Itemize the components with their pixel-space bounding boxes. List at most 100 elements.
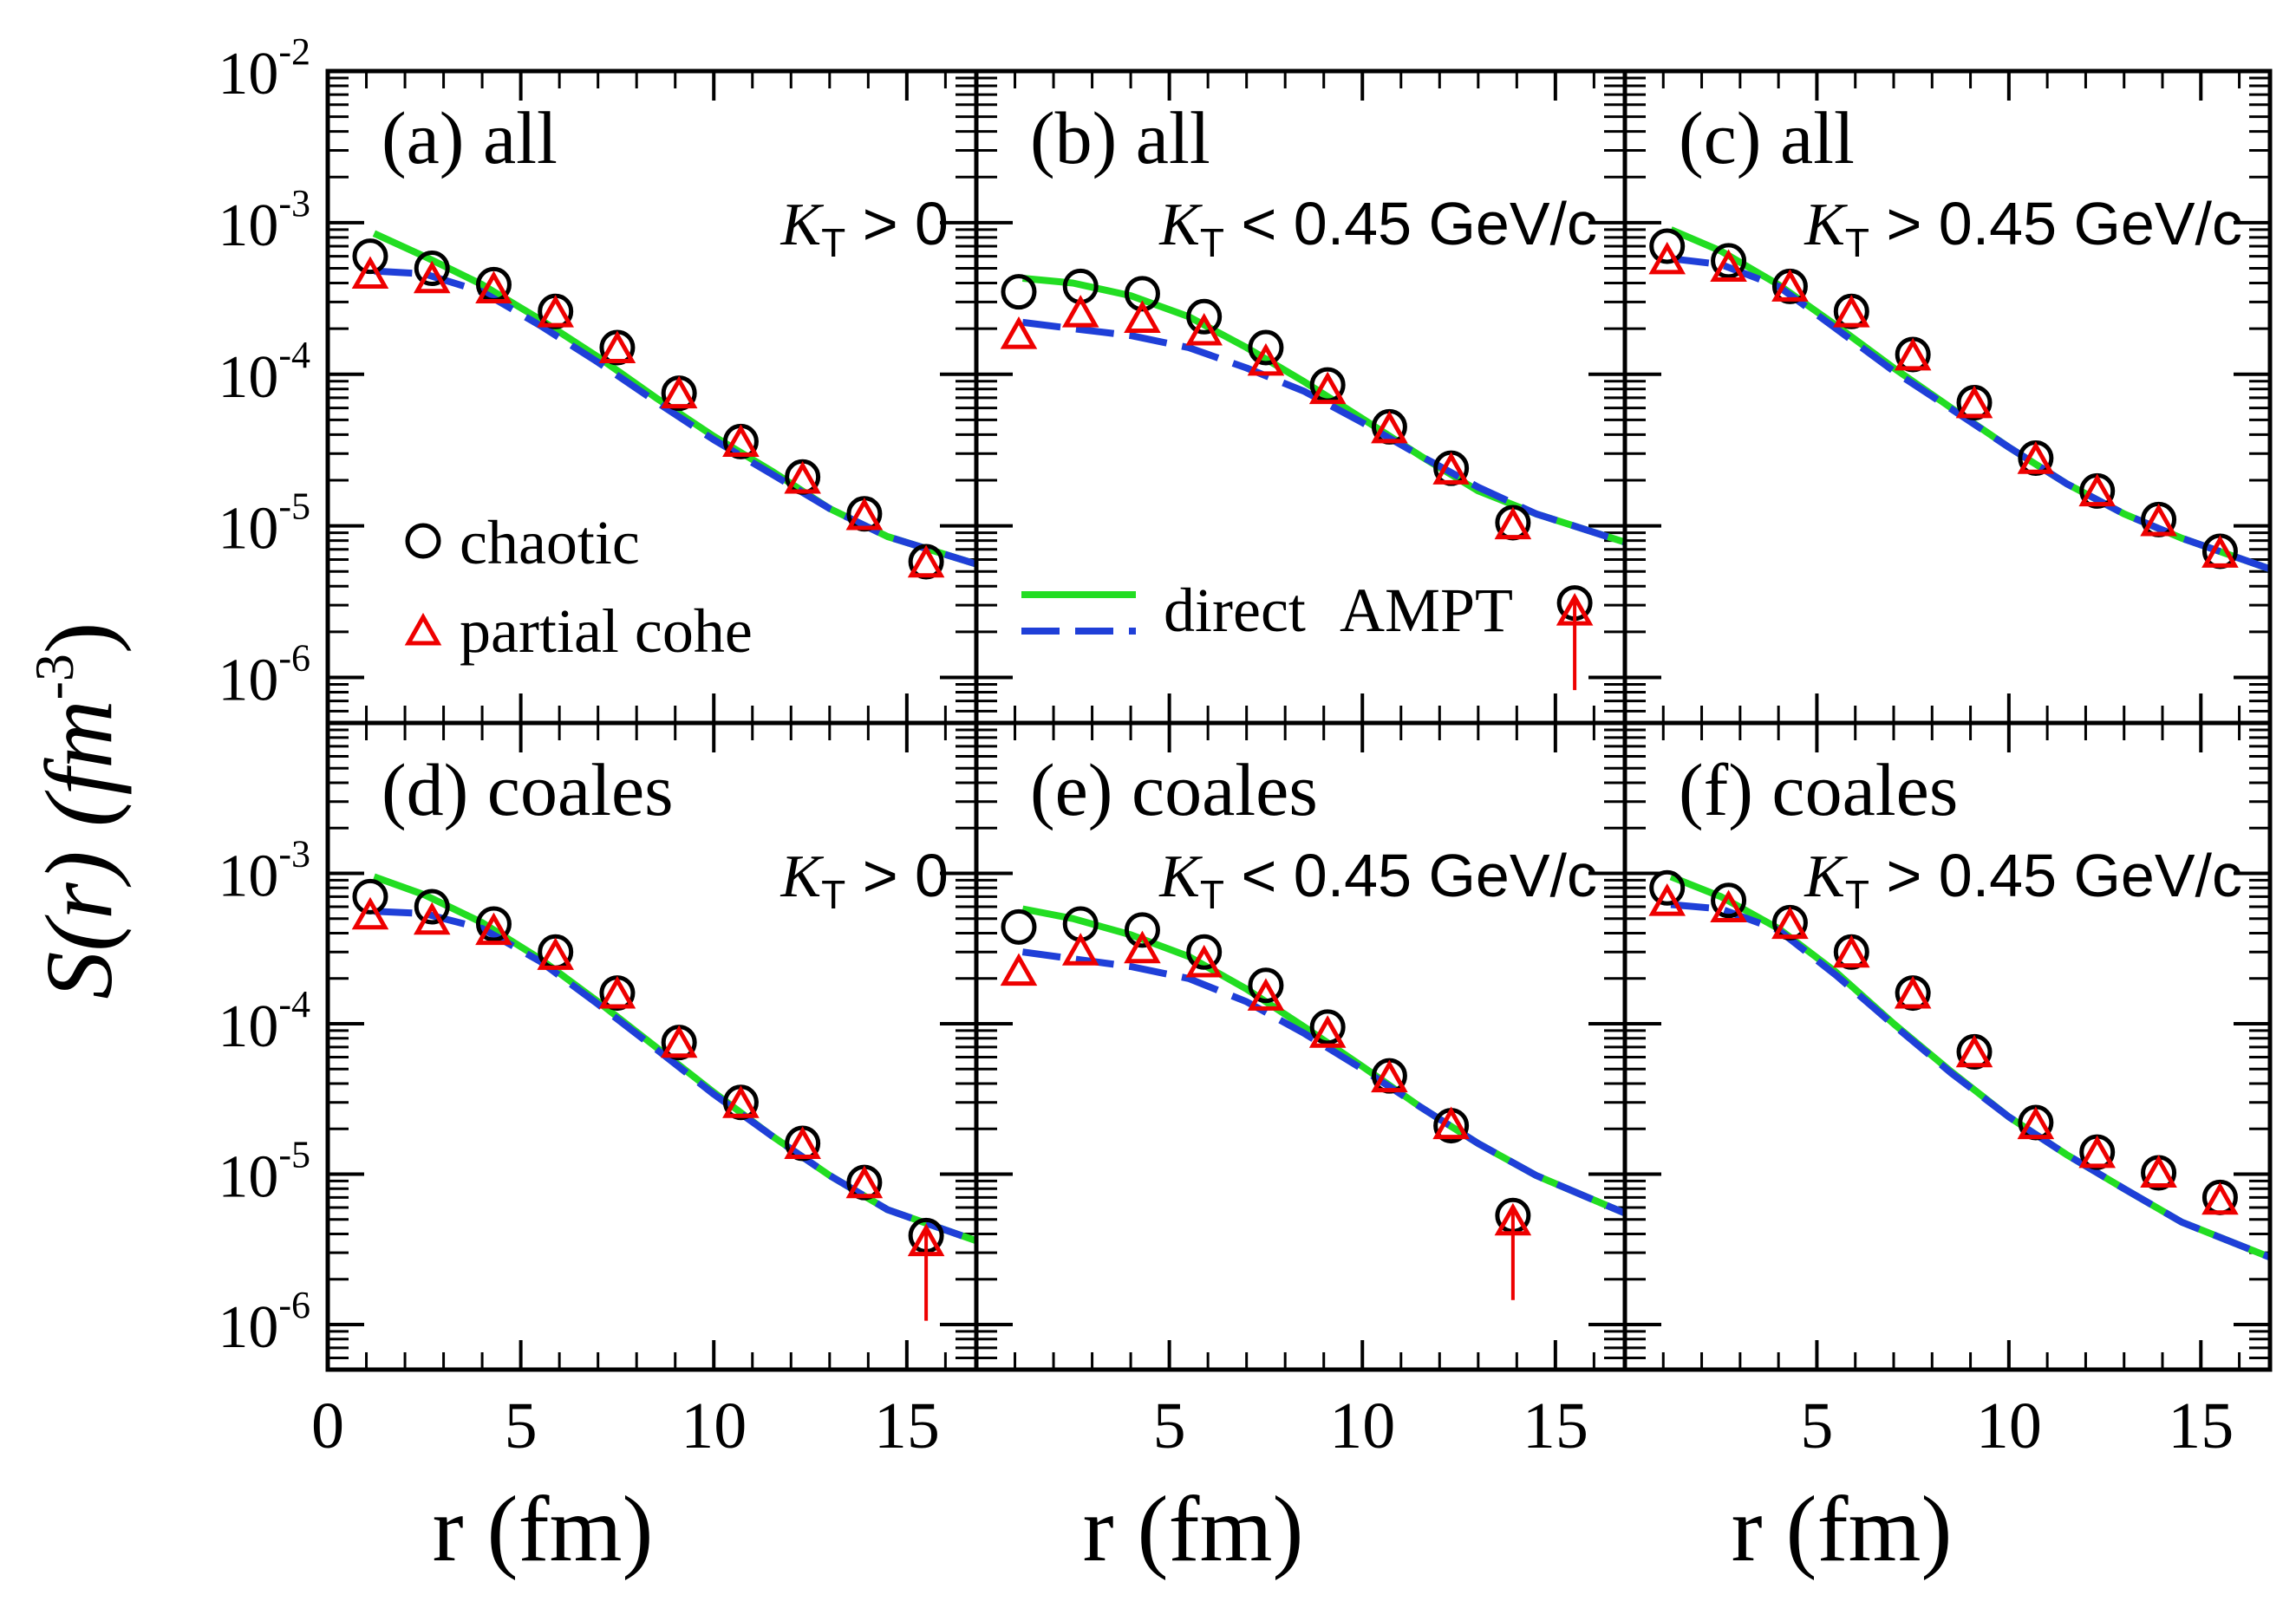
kt-value: > 0.45 GeV/c xyxy=(1869,190,2242,257)
kt-sub: T xyxy=(821,872,845,917)
partial-point xyxy=(1061,295,1099,328)
partial-point xyxy=(537,295,574,328)
ampt-line xyxy=(374,908,976,1245)
partial-point xyxy=(1371,1059,1408,1093)
kt-var: K xyxy=(1804,192,1848,258)
chaotic-point xyxy=(1649,228,1686,264)
x-axis-label-left: r (fm) xyxy=(433,1478,654,1581)
partial-point xyxy=(2078,1135,2117,1169)
partial-point xyxy=(537,937,574,970)
plot-area xyxy=(1648,226,2270,573)
x-tick-label: 15 xyxy=(874,1390,940,1462)
panel-title: (f) coales xyxy=(1679,748,1958,831)
y-label-exp: -3 xyxy=(23,654,85,700)
panel-frame xyxy=(1622,720,2273,1372)
partial-point xyxy=(660,375,698,409)
kt-value: > 0 xyxy=(845,842,949,909)
x-tick-label: 10 xyxy=(1329,1390,1395,1462)
chaotic-point xyxy=(1186,934,1223,970)
partial-point xyxy=(413,260,451,294)
y-label-close: ) xyxy=(26,622,132,654)
y-tick-base: 10 xyxy=(218,344,278,411)
plot-area xyxy=(1000,905,1625,1300)
partial-point xyxy=(1894,337,1932,371)
partial-point xyxy=(1185,312,1223,346)
partial-point xyxy=(1124,930,1161,964)
kt-var: K xyxy=(1158,192,1203,258)
y-tick-base: 10 xyxy=(218,192,278,259)
panel-title: (a) all xyxy=(382,96,558,179)
partial-point xyxy=(907,544,945,578)
chaotic-point xyxy=(1711,882,1747,919)
legend-chaotic-marker xyxy=(405,523,441,559)
y-tick-exp: -5 xyxy=(278,485,310,528)
partial-point xyxy=(1710,889,1747,923)
x-axis-label-right: r (fm) xyxy=(1732,1478,1953,1581)
partial-point xyxy=(1308,371,1347,405)
partial-point xyxy=(351,256,389,290)
partial-point xyxy=(1648,883,1686,916)
x-axis-label-middle: r (fm) xyxy=(1083,1478,1304,1581)
y-tick-base: 10 xyxy=(218,1143,278,1210)
chaotic-point xyxy=(1001,908,1037,945)
direct-line xyxy=(1021,905,1625,1217)
partial-point xyxy=(660,1025,698,1058)
kt-sub: T xyxy=(1845,872,1869,917)
kt-sub: T xyxy=(1200,872,1224,917)
x-tick-label: 5 xyxy=(505,1390,538,1462)
partial-point xyxy=(722,424,760,458)
kt-value: > 0.45 GeV/c xyxy=(1869,842,2242,909)
kt-label: KT < 0.45 GeV/c xyxy=(1158,842,1597,917)
chaotic-point xyxy=(1124,912,1160,948)
y-tick-exp: -3 xyxy=(278,182,310,225)
chaotic-point xyxy=(414,889,450,925)
kt-var: K xyxy=(779,192,824,258)
x-tick-label: 10 xyxy=(1976,1390,2042,1462)
kt-label: KT > 0.45 GeV/c xyxy=(1804,190,2242,265)
chaotic-point xyxy=(1124,276,1160,312)
panel-e: 5 10 15 (e) coales KT < 0.45 GeV/c xyxy=(974,720,1627,1462)
x-tick-label: 15 xyxy=(1523,1390,1588,1462)
partial-point xyxy=(2140,503,2177,537)
legend-partial-label: partial cohe xyxy=(460,596,753,666)
partial-point xyxy=(2017,441,2055,474)
plot-area xyxy=(1648,869,2270,1261)
y-tick-label: 10-3 xyxy=(218,832,310,909)
chaotic-point xyxy=(1711,243,1747,279)
plot-area xyxy=(351,873,976,1321)
partial-point xyxy=(1371,410,1408,444)
partial-point xyxy=(1432,452,1470,485)
panel-title: (c) all xyxy=(1679,96,1855,179)
y-tick-exp: -3 xyxy=(278,832,310,875)
y-tick-exp: -6 xyxy=(278,1284,310,1326)
partial-point xyxy=(1955,385,1993,419)
partial-point xyxy=(2201,1182,2239,1215)
partial-point xyxy=(784,1126,821,1159)
y-tick-label: 10-4 xyxy=(218,334,310,411)
legend-lines: direct AMPT xyxy=(1021,576,1513,645)
partial-point xyxy=(845,1165,884,1199)
legend-direct-label: direct xyxy=(1164,576,1306,645)
partial-point xyxy=(1710,249,1747,283)
chaotic-point xyxy=(414,251,450,287)
y-tick-base: 10 xyxy=(218,993,278,1060)
chaotic-point xyxy=(1248,967,1284,1004)
partial-point xyxy=(1185,944,1223,978)
partial-point xyxy=(1771,906,1809,940)
y-tick-base: 10 xyxy=(218,648,278,714)
partial-point xyxy=(475,270,512,303)
partial-point xyxy=(2017,1106,2055,1140)
ampt-line xyxy=(1021,318,1625,546)
partial-point xyxy=(413,902,451,935)
partial-point xyxy=(1894,975,1932,1009)
kt-value: > 0 xyxy=(845,190,949,257)
x-tick-label: 5 xyxy=(1800,1390,1833,1462)
ampt-line xyxy=(1670,255,2270,573)
partial-point xyxy=(598,975,636,1009)
y-axis-label: S(r) (fm-3) xyxy=(23,622,132,999)
y-tick-exp: -4 xyxy=(278,983,310,1025)
y-tick-label: 10-3 xyxy=(218,182,310,259)
chaotic-point xyxy=(1649,869,1686,906)
